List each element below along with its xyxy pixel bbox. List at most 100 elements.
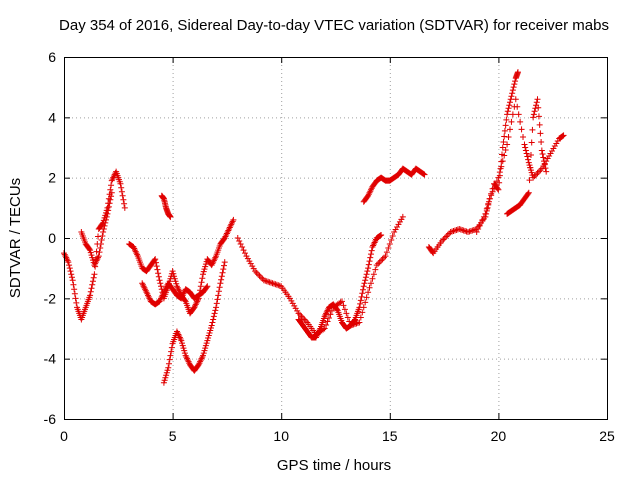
data-point (544, 155, 551, 162)
data-point (522, 144, 529, 151)
data-point (260, 277, 267, 284)
data-point (181, 350, 188, 357)
data-point (102, 216, 109, 223)
data-point (528, 139, 535, 146)
data-point (508, 93, 515, 100)
data-point (219, 269, 226, 276)
data-point (217, 280, 224, 287)
data-point (533, 99, 540, 106)
data-point (108, 182, 115, 189)
data-point (526, 162, 533, 169)
data-point (105, 207, 112, 214)
data-point (447, 228, 454, 235)
data-point (206, 330, 213, 337)
data-point (364, 268, 371, 275)
data-point (171, 275, 178, 282)
data-point (354, 319, 361, 326)
data-point (359, 290, 366, 297)
data-point (117, 180, 124, 187)
data-point (509, 87, 516, 94)
data-point (522, 147, 529, 154)
series-track-b (78, 189, 115, 269)
data-point (268, 279, 275, 286)
data-point (289, 300, 296, 307)
data-point (215, 288, 222, 295)
data-point (506, 99, 513, 106)
data-point (262, 277, 269, 284)
data-point (292, 305, 299, 312)
data-point (221, 236, 228, 243)
data-point (250, 265, 257, 272)
data-point (505, 133, 512, 140)
data-point (166, 356, 173, 363)
data-point (392, 226, 399, 233)
data-point (161, 377, 168, 384)
data-point (496, 179, 503, 186)
data-point (172, 278, 179, 285)
series-track-d (139, 280, 211, 308)
series-track-l (504, 96, 550, 217)
data-point (378, 231, 385, 238)
data-point (118, 188, 125, 195)
data-point (363, 294, 370, 301)
data-point (216, 284, 223, 291)
data-point (266, 279, 273, 286)
data-points (61, 69, 567, 386)
data-point (121, 204, 128, 211)
data-point (272, 281, 279, 288)
data-point (550, 145, 557, 152)
data-point (357, 314, 364, 321)
data-point (87, 247, 94, 254)
data-point (269, 280, 276, 287)
data-point (96, 249, 103, 256)
data-point (383, 249, 390, 256)
series-track-i (360, 165, 428, 205)
data-point (548, 148, 555, 155)
data-point (71, 290, 78, 297)
data-point (155, 270, 162, 277)
data-point (356, 319, 363, 326)
data-point (286, 295, 293, 302)
x-tick-label: 10 (273, 428, 289, 444)
data-point (367, 251, 374, 258)
data-point (221, 262, 228, 269)
data-point (100, 228, 107, 235)
data-point (180, 345, 187, 352)
data-point (366, 284, 373, 291)
data-point (376, 232, 383, 239)
data-point (502, 147, 509, 154)
data-point (211, 310, 218, 317)
data-point (375, 260, 382, 267)
data-point (163, 369, 170, 376)
data-point (168, 348, 175, 355)
data-point (362, 277, 369, 284)
data-point (68, 271, 75, 278)
data-point (494, 185, 501, 192)
data-point (107, 196, 114, 203)
data-point (420, 171, 427, 178)
data-point (398, 216, 405, 223)
data-point (294, 307, 301, 314)
data-point (520, 133, 527, 140)
data-point (451, 227, 458, 234)
data-point (480, 213, 487, 220)
data-point (538, 165, 545, 172)
data-point (539, 151, 546, 158)
x-tick-label: 20 (491, 428, 507, 444)
data-point (554, 137, 561, 144)
data-point (420, 170, 427, 177)
data-point (120, 196, 127, 203)
series-track-k (473, 69, 521, 235)
data-point (171, 273, 178, 280)
data-point (97, 241, 104, 248)
data-point (73, 299, 80, 306)
data-point (105, 203, 112, 210)
data-point (152, 256, 159, 263)
data-point (88, 252, 95, 259)
data-point (95, 253, 102, 260)
data-point (530, 111, 537, 118)
data-point (510, 84, 517, 91)
data-point (534, 96, 541, 103)
data-point (100, 225, 107, 232)
